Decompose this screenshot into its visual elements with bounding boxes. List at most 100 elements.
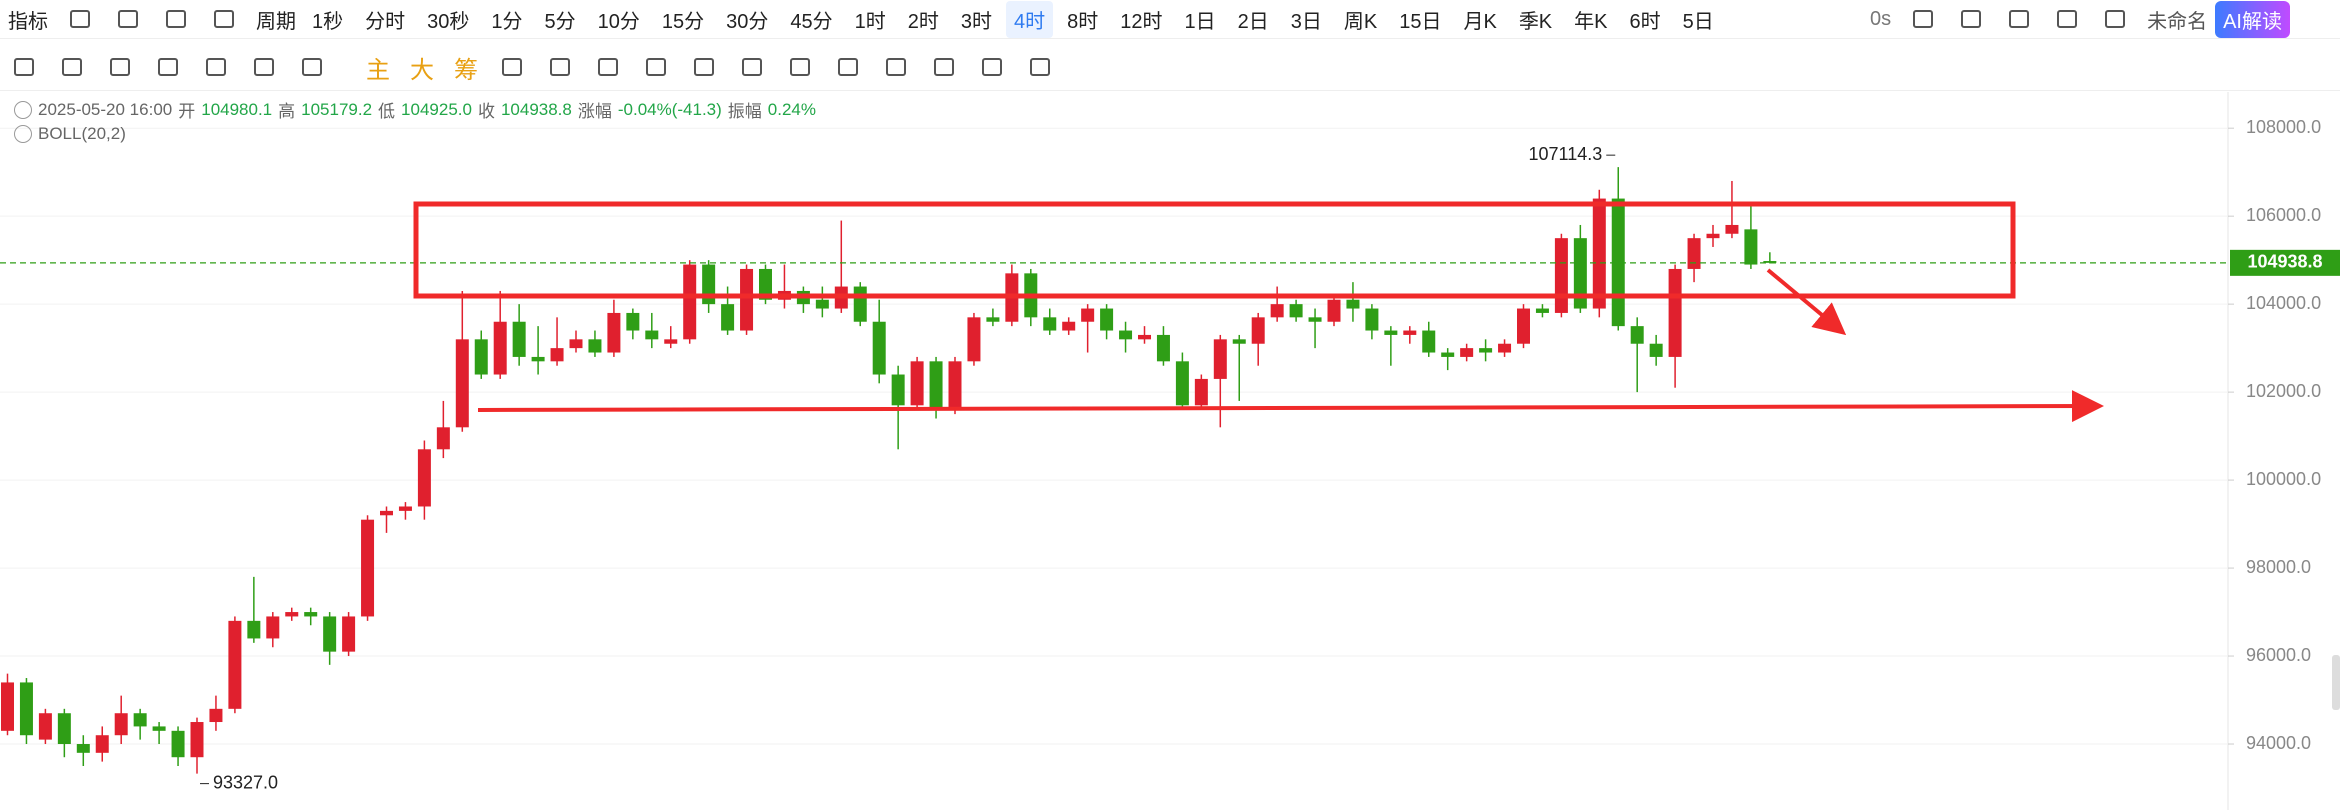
collapse-icon[interactable] <box>14 100 32 119</box>
icon[interactable] <box>2057 10 2078 28</box>
interval-button[interactable]: 12时 <box>1120 10 1163 33</box>
candle-body <box>683 264 697 340</box>
candle-body <box>493 321 507 375</box>
interval-button[interactable]: 30分 <box>726 10 769 33</box>
mode-button[interactable]: 大 <box>410 56 434 84</box>
period-button[interactable]: 周期 <box>256 10 296 33</box>
icon[interactable] <box>790 58 810 76</box>
candle-body <box>38 713 52 740</box>
icon[interactable] <box>838 58 858 76</box>
icon[interactable] <box>742 58 762 76</box>
icon[interactable] <box>166 10 186 28</box>
icon[interactable] <box>70 10 90 28</box>
candle-body <box>815 299 829 309</box>
interval-button[interactable]: 8时 <box>1067 10 1099 33</box>
mode-button[interactable]: 主 <box>366 56 390 84</box>
candle-body <box>1289 304 1303 318</box>
interval-button[interactable]: 30秒 <box>427 10 470 33</box>
field-label: 收 <box>477 102 495 121</box>
icon[interactable] <box>158 58 178 76</box>
last-price-tag <box>2230 249 2340 276</box>
candle-body <box>133 713 147 727</box>
interval-button[interactable]: 2日 <box>1237 10 1269 33</box>
mode-button[interactable]: 筹 <box>454 56 478 84</box>
interval-button[interactable]: 45分 <box>790 10 833 33</box>
candle-body <box>1156 334 1170 362</box>
candle-body <box>1194 378 1208 406</box>
top-toolbar: 指标 周期 1秒 分时 30秒 1分 5分 10分 15分 30分 45分 1时 2时 3时 4时 8时 1… <box>0 0 2340 39</box>
candle-body <box>1213 339 1227 379</box>
interval-button[interactable]: 15分 <box>661 10 705 33</box>
icon[interactable] <box>206 58 226 76</box>
icon[interactable] <box>2105 10 2126 28</box>
interval-button[interactable]: 月K <box>1463 10 1497 33</box>
interval-button[interactable]: 1时 <box>854 10 886 33</box>
interval-button[interactable]: 周K <box>1343 10 1378 33</box>
icon[interactable] <box>694 58 714 76</box>
icon[interactable] <box>1030 58 1050 76</box>
candle-body <box>1346 299 1360 309</box>
candle-body <box>1517 308 1530 344</box>
y-tick-label: 100000.0 <box>2246 469 2321 489</box>
candle-body <box>1119 330 1133 340</box>
icon[interactable] <box>886 58 906 76</box>
icon[interactable] <box>214 10 234 28</box>
interval-button[interactable]: 分时 <box>365 10 406 33</box>
icon[interactable] <box>254 58 274 76</box>
icon[interactable] <box>502 58 522 76</box>
interval-button[interactable]: 15日 <box>1399 10 1442 33</box>
y-tick-label: 94000.0 <box>2246 733 2311 753</box>
layout-name[interactable]: 未命名 <box>2147 10 2208 33</box>
candle-body <box>853 286 867 322</box>
icon[interactable] <box>550 58 570 76</box>
interval-button[interactable]: 季K <box>1518 10 1553 33</box>
icon[interactable] <box>982 58 1002 76</box>
interval-button[interactable]: 5分 <box>544 10 576 33</box>
field-label: 开 <box>178 102 196 121</box>
interval-button[interactable]: 3时 <box>960 10 992 33</box>
candle-body <box>95 735 109 753</box>
indicator-button[interactable]: 指标 <box>8 10 48 33</box>
icon[interactable] <box>14 58 34 76</box>
ai-button[interactable]: AI解读 <box>2215 0 2290 38</box>
candle-body <box>304 612 318 617</box>
bar-time: 2025-05-20 16:00 <box>38 99 173 119</box>
marks: 94000.0 96000.0 98000.0 100000.0 102000.0 104… <box>0 117 2340 792</box>
candle-body <box>759 268 772 300</box>
candle-body <box>1081 308 1095 322</box>
interval-button[interactable]: 2时 <box>907 10 939 33</box>
candle-body <box>891 374 905 406</box>
interval-button[interactable]: 年K <box>1574 10 1608 33</box>
icon[interactable] <box>598 58 618 76</box>
candle-body <box>1062 321 1076 331</box>
icon[interactable] <box>302 58 322 76</box>
icon[interactable] <box>110 58 130 76</box>
interval-button[interactable]: 5日 <box>1682 10 1714 33</box>
icon[interactable] <box>934 58 954 76</box>
icon[interactable] <box>1961 10 1982 28</box>
icon[interactable] <box>2009 10 2030 28</box>
side-tab[interactable] <box>2332 655 2340 710</box>
candle-body <box>986 317 1000 322</box>
icon[interactable] <box>118 10 138 28</box>
interval-button[interactable]: 1日 <box>1184 10 1216 33</box>
min-price-label: 93327.0 <box>213 772 278 792</box>
drawn-arrow <box>1766 268 1847 336</box>
icon[interactable] <box>62 58 82 76</box>
interval-button[interactable]: 3日 <box>1290 10 1322 33</box>
ohlc-info: 2025-05-20 16:00 开 104980.1 高 105179.2 低 1049… <box>14 97 816 122</box>
candle-body <box>1308 317 1322 322</box>
icon[interactable] <box>1913 10 1934 28</box>
interval-button[interactable]: 6时 <box>1629 10 1661 33</box>
collapse-icon[interactable] <box>14 125 32 143</box>
interval-button[interactable]: 10分 <box>597 10 640 33</box>
interval-button[interactable]: 1分 <box>491 10 523 33</box>
candle-body <box>1573 238 1587 309</box>
field-label: 涨幅 <box>577 102 612 121</box>
y-tick-label: 106000.0 <box>2246 205 2321 225</box>
icon[interactable] <box>646 58 666 76</box>
candle-body <box>380 510 393 516</box>
interval-button[interactable]: 1秒 <box>312 10 344 33</box>
field-value: 104980.1 <box>201 99 273 119</box>
interval-button[interactable]: 4时 <box>1006 0 1054 38</box>
